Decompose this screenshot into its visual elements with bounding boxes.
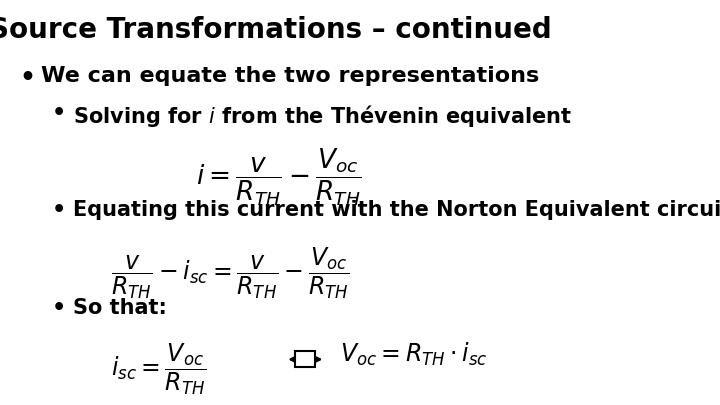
Text: Equating this current with the Norton Equivalent circuit:: Equating this current with the Norton Eq…	[73, 200, 720, 220]
Text: Source Transformations – continued: Source Transformations – continued	[0, 17, 552, 45]
Text: $i = \dfrac{v}{R_{TH}} - \dfrac{V_{oc}}{R_{TH}}$: $i = \dfrac{v}{R_{TH}} - \dfrac{V_{oc}}{…	[196, 147, 361, 208]
Text: •: •	[52, 298, 66, 318]
Text: $\dfrac{v}{R_{TH}} - i_{sc} = \dfrac{v}{R_{TH}} - \dfrac{V_{oc}}{R_{TH}}$: $\dfrac{v}{R_{TH}} - i_{sc} = \dfrac{v}{…	[110, 245, 349, 301]
Text: Solving for $i$ from the Thévenin equivalent: Solving for $i$ from the Thévenin equiva…	[73, 103, 572, 129]
Text: $V_{oc} = R_{TH} \cdot i_{sc}$: $V_{oc} = R_{TH} \cdot i_{sc}$	[340, 341, 487, 369]
Text: •: •	[19, 66, 36, 90]
Text: We can equate the two representations: We can equate the two representations	[41, 66, 539, 85]
Text: $i_{sc} = \dfrac{V_{oc}}{R_{TH}}$: $i_{sc} = \dfrac{V_{oc}}{R_{TH}}$	[110, 341, 206, 397]
Text: •: •	[52, 200, 66, 220]
FancyBboxPatch shape	[295, 352, 315, 367]
Text: So that:: So that:	[73, 298, 167, 318]
Text: •: •	[52, 103, 66, 124]
